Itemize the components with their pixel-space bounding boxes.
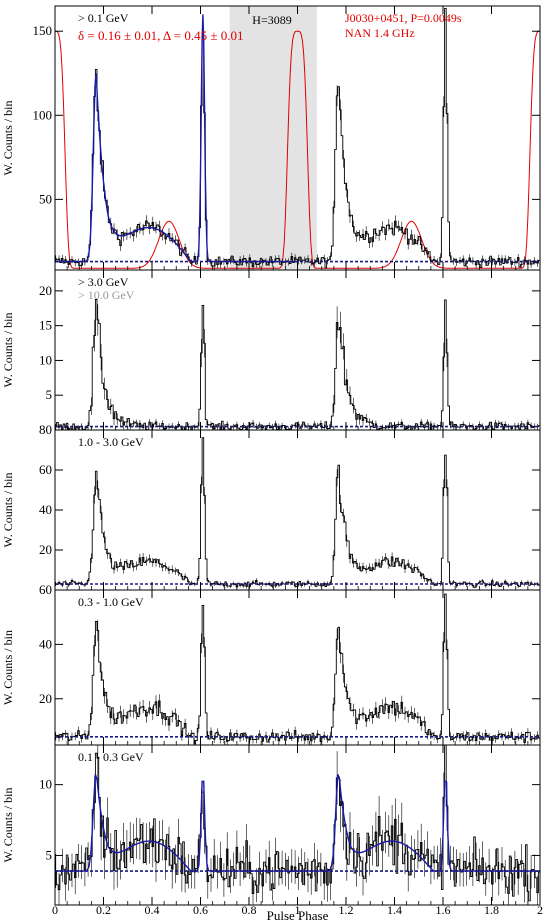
light-curve-histogram	[55, 437, 540, 588]
pulse-fit-curve	[55, 774, 540, 872]
light-curve-histogram	[55, 593, 540, 745]
x-tick-label: 0.6	[193, 903, 208, 917]
x-tick-label: 1.2	[339, 903, 354, 917]
y-tick-label: 10	[39, 777, 52, 792]
y-tick-label: 5	[46, 387, 53, 402]
panel-5: 5 10 W. Counts / bin 0.1 - 0.3 GeV	[1, 744, 541, 906]
x-tick-label: 0.8	[242, 903, 257, 917]
y-axis-label: W. Counts / bin	[1, 101, 15, 176]
error-bars	[55, 619, 538, 745]
panel-1: 50 100 150 W. Counts / bin > 0.1 GeV δ = 0.16…	[1, 5, 541, 271]
radio-profile-line	[54, 30, 541, 269]
y-axis-label: W. Counts / bin	[1, 473, 15, 548]
panel-4: 20 40 60 W. Counts / bin 0.3 - 1.0 GeV	[1, 582, 541, 746]
light-curve-histogram	[55, 744, 540, 902]
x-tick-label: 1.6	[436, 903, 451, 917]
y-tick-label: 20	[39, 691, 52, 706]
x-tick-label: 1.4	[387, 903, 402, 917]
fit-parameters-label: δ = 0.16 ± 0.01, Δ = 0.45 ± 0.01	[78, 28, 243, 43]
panel-3: 20 40 60 80 W. Counts / bin 1.0 - 3.0 GeV	[1, 422, 541, 591]
y-tick-label: 20	[39, 542, 52, 557]
energy-band-label-secondary: > 10.0 GeV	[78, 288, 135, 302]
panel-frame	[54, 589, 541, 746]
panel-frame	[54, 744, 541, 906]
y-tick-label: 60	[39, 582, 52, 597]
x-tick-label: 0	[52, 903, 58, 917]
panel-2: 5 10 15 20 W. Counts / bin > 3.0 GeV> 10.0 Ge…	[1, 269, 541, 431]
light-curve-histogram	[55, 299, 540, 431]
y-tick-label: 80	[39, 422, 52, 437]
energy-band-label: 0.3 - 1.0 GeV	[78, 595, 144, 609]
error-bars	[55, 745, 538, 905]
y-axis-label: W. Counts / bin	[1, 313, 15, 388]
y-tick-label: 40	[39, 636, 52, 651]
pulsar-name-label: J0030+0451, P=0.0049s	[345, 11, 462, 25]
y-tick-label: 100	[33, 107, 53, 122]
y-tick-label: 20	[39, 283, 52, 298]
y-tick-label: 15	[39, 318, 52, 333]
x-tick-label: 0.2	[96, 903, 111, 917]
y-tick-label: 40	[39, 502, 52, 517]
energy-band-label: > 3.0 GeV	[78, 275, 129, 289]
y-axis-label: W. Counts / bin	[1, 788, 15, 863]
x-tick-label: 1.8	[484, 903, 499, 917]
x-tick-label: 0.4	[145, 903, 160, 917]
y-axis-label: W. Counts / bin	[1, 630, 15, 705]
y-tick-label: 50	[39, 191, 52, 206]
error-bars	[55, 304, 538, 430]
y-tick-label: 5	[46, 847, 53, 862]
energy-band-label: 0.1 - 0.3 GeV	[78, 750, 144, 764]
radio-profile-label: NAN 1.4 GHz	[345, 26, 415, 40]
energy-band-label: 1.0 - 3.0 GeV	[78, 435, 144, 449]
y-tick-label: 150	[33, 23, 53, 38]
offpulse-region	[229, 6, 317, 270]
energy-band-label: > 0.1 GeV	[78, 11, 129, 25]
h-test-label: H=3089	[252, 13, 291, 27]
y-tick-label: 10	[39, 352, 52, 367]
x-tick-label: 1	[295, 903, 301, 917]
x-axis-label: Pulse Phase	[267, 908, 329, 922]
x-tick-label: 2	[537, 903, 543, 917]
y-tick-label: 60	[39, 462, 52, 477]
error-bars	[55, 469, 538, 589]
